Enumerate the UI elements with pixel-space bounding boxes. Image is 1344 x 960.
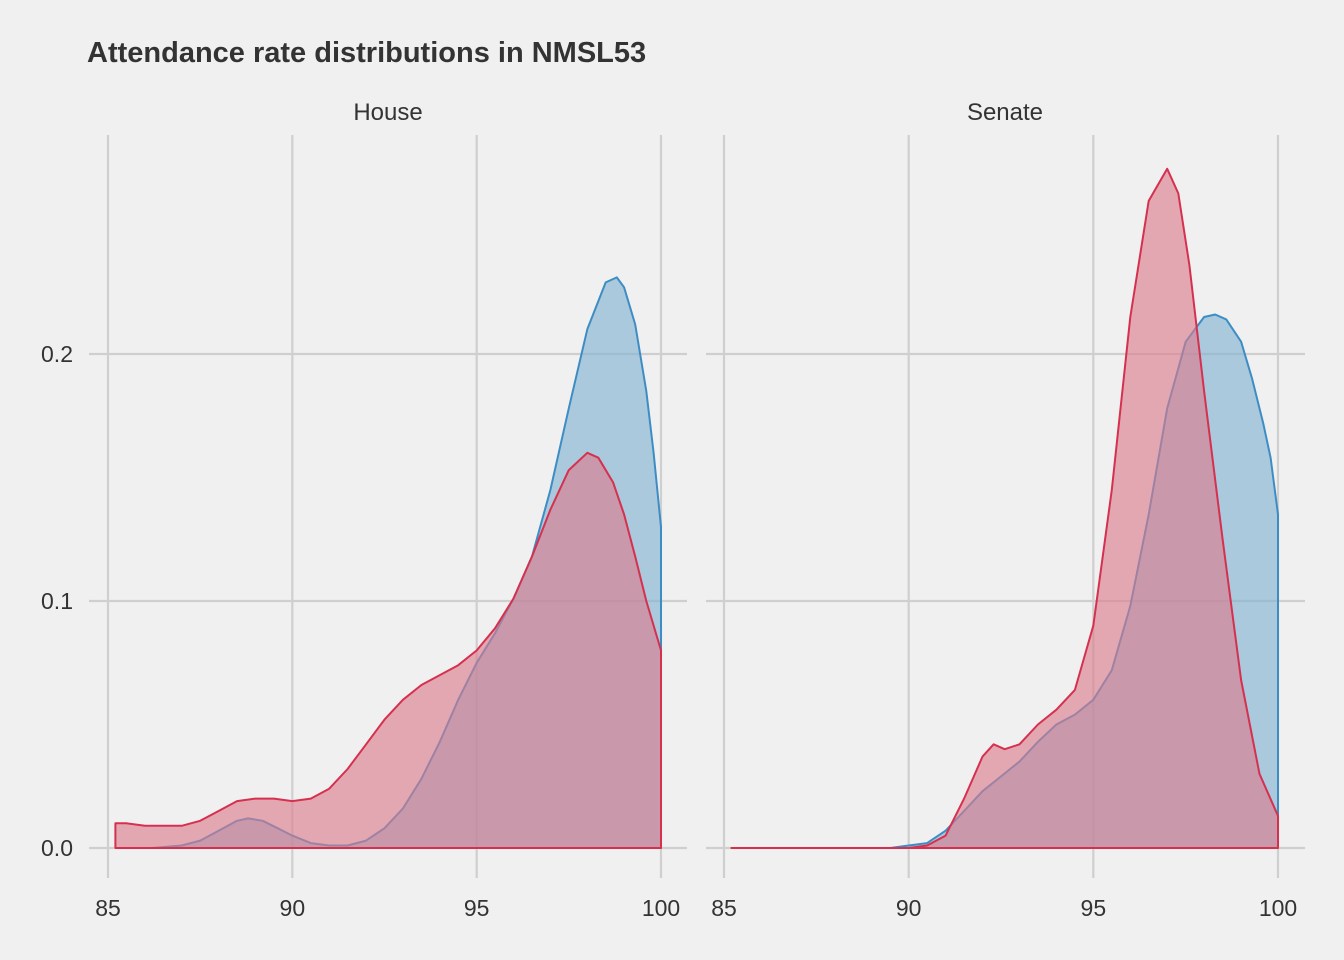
senate-x-tick-label: 95	[1081, 895, 1107, 921]
house-x-tick-label: 90	[280, 895, 306, 921]
senate-x-tick-label: 90	[896, 895, 922, 921]
y-tick-label: 0.2	[41, 341, 73, 367]
y-tick-label: 0.1	[41, 588, 73, 614]
chart-title: Attendance rate distributions in NMSL53	[87, 37, 646, 69]
tick-labels: 85 90 95 100 85 90 95 100 0.0 0.1 0.2	[41, 341, 1297, 921]
house-x-tick-label: 85	[95, 895, 121, 921]
house-x-tick-label: 95	[464, 895, 490, 921]
house-red-density-area	[114, 451, 662, 849]
panel-label-house: House	[353, 99, 422, 126]
senate-x-tick-label: 85	[711, 895, 737, 921]
panel-label-senate: Senate	[967, 99, 1043, 126]
y-tick-label: 0.0	[41, 835, 73, 861]
house-x-tick-label: 100	[642, 895, 680, 921]
density-areas	[114, 167, 1279, 849]
senate-red-density-area	[730, 167, 1279, 849]
senate-x-tick-label: 100	[1259, 895, 1297, 921]
